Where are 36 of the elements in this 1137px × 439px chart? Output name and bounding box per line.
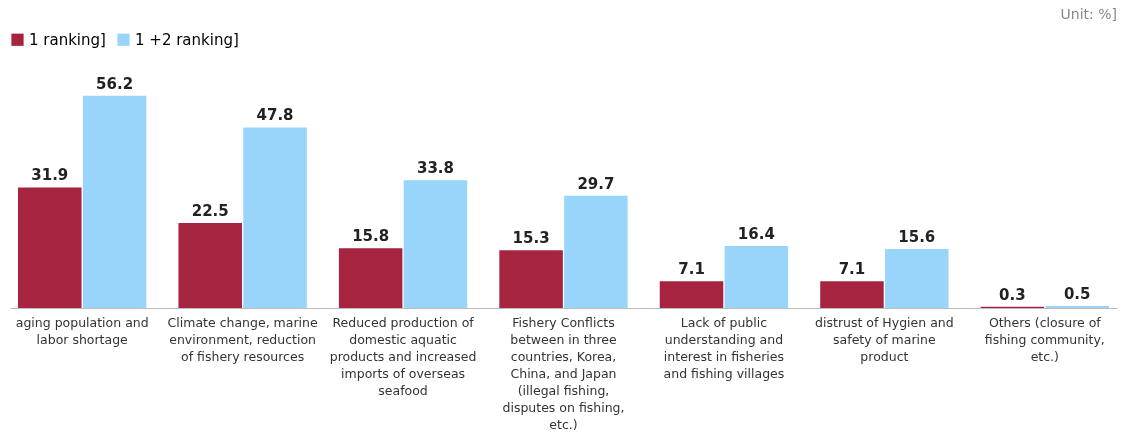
x-tick-label: Lack of public understanding and interest in fisheries and fishing villages xyxy=(663,314,785,381)
bar xyxy=(820,281,884,308)
bar xyxy=(18,187,82,308)
x-tick-label: Reduced production of domestic aquatic products and increased imports of overseas seafood xyxy=(329,314,477,398)
bar xyxy=(885,249,949,308)
x-tick-label: aging population and labor shortage xyxy=(15,314,149,347)
bar xyxy=(243,127,307,308)
legend-label: 1 ranking] xyxy=(29,30,106,49)
bar xyxy=(564,195,628,308)
x-tick-label: distrust of Hygien and safety of marine product xyxy=(815,314,954,364)
legend-label: 1 +2 ranking] xyxy=(135,30,239,49)
data-label: 7.1 xyxy=(838,260,866,279)
x-tick-label: Climate change, marine environment, reduction of fishery resources xyxy=(167,314,318,364)
data-label: 0.3 xyxy=(999,285,1026,304)
bar xyxy=(178,223,242,308)
bar xyxy=(403,180,468,308)
data-label: 16.4 xyxy=(737,225,775,244)
data-label: 31.9 xyxy=(31,166,69,185)
bar xyxy=(724,246,789,308)
x-tick-label: Fishery Conflicts between in three countries, Korea, China, and Japan (illegal fishing, disputes on fishing, etc.) xyxy=(502,314,625,432)
data-label: 56.2 xyxy=(96,74,134,93)
data-label: 15.3 xyxy=(512,229,550,248)
text: Unit: %] xyxy=(1060,6,1117,22)
data-label: 47.8 xyxy=(256,106,294,125)
bar xyxy=(82,95,147,308)
data-label: 33.8 xyxy=(416,159,454,178)
data-label: 15.8 xyxy=(352,227,390,246)
data-label: 22.5 xyxy=(191,202,229,220)
bar xyxy=(659,281,724,308)
data-label: 15.6 xyxy=(898,228,936,247)
data-label: 7.1 xyxy=(678,260,705,279)
x-tick-label: Others (closure of fishing community, etc.) xyxy=(984,314,1105,364)
bar xyxy=(338,248,403,308)
data-label: 0.5 xyxy=(1063,285,1091,304)
bar xyxy=(499,250,563,308)
data-label: 29.7 xyxy=(577,174,615,193)
